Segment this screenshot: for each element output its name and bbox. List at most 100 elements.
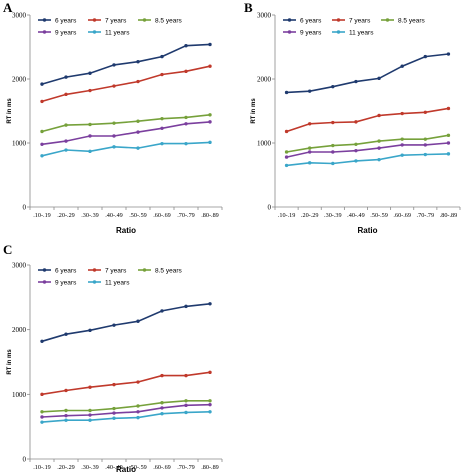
legend-item: 11 years (88, 279, 130, 286)
legend-label: 9 years (55, 279, 77, 286)
data-point (136, 79, 140, 84)
data-point (208, 120, 212, 124)
data-point (136, 119, 140, 123)
data-point (40, 99, 44, 104)
legend-swatch-marker (287, 30, 292, 34)
data-point (184, 304, 188, 309)
y-tick-label: 2000 (12, 326, 27, 334)
data-point (160, 406, 164, 410)
data-point (136, 410, 140, 414)
y-tick-label: 2000 (257, 76, 272, 84)
y-tick-label: 3000 (12, 12, 27, 20)
legend-item: 9 years (38, 29, 77, 36)
data-point (208, 140, 212, 145)
data-point (184, 141, 188, 146)
data-point (307, 89, 312, 93)
legend-label: 8.5 years (398, 17, 425, 24)
data-point (64, 332, 68, 336)
data-point (446, 152, 451, 156)
x-tick-label: .50-.59 (129, 212, 147, 219)
data-point (354, 148, 358, 153)
data-point (354, 120, 358, 124)
data-point (423, 137, 428, 141)
data-point (40, 142, 44, 146)
panel-a-chart: 0 1000 2000 3000 .10-.19 .20-.29 .30-.39 .40-.4… (7, 12, 223, 235)
data-point (160, 116, 164, 121)
panel-c-chart: 0 1000 2000 3000 .10-.19 .20-.29 .30-.39 .40-.4… (7, 262, 223, 474)
data-point (112, 406, 116, 411)
x-tick-label: .70-.79 (177, 464, 195, 471)
data-point (160, 72, 164, 77)
data-point (284, 90, 289, 95)
data-point (446, 133, 451, 138)
data-point (184, 44, 188, 48)
data-point (88, 122, 92, 127)
x-tick-label: .40-.49 (105, 464, 123, 471)
legend-swatch-marker (42, 268, 47, 272)
legend-swatch-marker (92, 280, 97, 284)
x-tick-label: .50-.59 (370, 212, 388, 219)
legend-label: 6 years (300, 17, 322, 24)
series-line-0 (41, 303, 211, 343)
panel-letter: B (244, 0, 253, 15)
data-point (331, 150, 335, 154)
y-tick-label: 0 (23, 456, 27, 464)
series-line-0 (286, 53, 449, 94)
data-point (64, 148, 68, 152)
legend-item: 8.5 years (381, 17, 425, 24)
legend-item: 6 years (283, 17, 322, 24)
data-point (446, 52, 451, 56)
data-point (284, 150, 289, 154)
data-point (377, 157, 381, 162)
data-point (64, 418, 68, 422)
y-tick-label: 3000 (257, 12, 272, 20)
legend-label: 6 years (55, 17, 77, 24)
data-point (112, 382, 116, 387)
legend-swatch-marker (336, 30, 341, 34)
legend-item: 11 years (88, 29, 130, 36)
x-tick-label: .60-.69 (153, 212, 171, 219)
legend-item: 8.5 years (138, 267, 182, 274)
legend-swatch-marker (42, 18, 47, 22)
data-point (284, 129, 289, 134)
legend-label: 11 years (349, 29, 374, 36)
data-point (423, 54, 428, 59)
series-line-1 (41, 371, 211, 396)
data-point (160, 401, 164, 405)
data-point (136, 404, 140, 408)
data-point (64, 75, 68, 79)
series-line-0 (41, 43, 211, 85)
data-point (307, 146, 312, 150)
data-point (40, 415, 44, 419)
data-point (446, 141, 451, 145)
series-line-2 (41, 400, 210, 413)
data-point (377, 76, 381, 81)
data-point (64, 139, 68, 143)
data-point (88, 149, 92, 154)
legend-label: 9 years (55, 29, 77, 36)
x-tick-label: .10-.19 (33, 212, 51, 219)
series-line-3 (41, 121, 211, 146)
data-point (64, 92, 68, 97)
series-line-4 (41, 141, 211, 157)
x-tick-label: .20-.29 (301, 212, 319, 219)
data-point (377, 113, 381, 118)
data-point (112, 84, 116, 88)
data-point (184, 399, 188, 403)
data-point (64, 413, 68, 418)
data-point (40, 339, 44, 344)
data-point (40, 154, 44, 158)
x-axis-title: Ratio (358, 226, 378, 235)
legend-label: 6 years (55, 267, 77, 274)
x-tick-label: .70-.79 (417, 212, 435, 219)
data-point (208, 42, 212, 47)
y-tick-label: 1000 (257, 140, 272, 148)
data-point (208, 302, 212, 306)
y-axis-title: RT in ms (7, 98, 13, 124)
data-point (284, 163, 289, 168)
legend-item: 7 years (332, 17, 371, 24)
data-point (136, 146, 140, 150)
data-point (112, 411, 116, 415)
series-line-2 (286, 134, 449, 153)
